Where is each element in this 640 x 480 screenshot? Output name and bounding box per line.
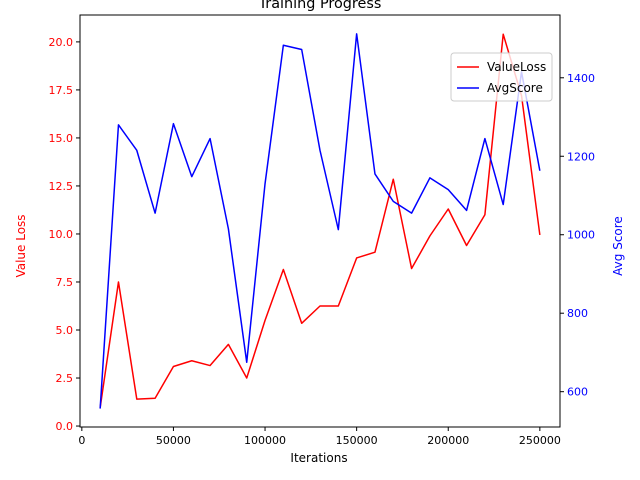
series-line-valueloss — [99, 33, 541, 408]
legend-box — [450, 52, 553, 102]
x-tick-label: 0 — [78, 434, 85, 447]
legend: ValueLoss AvgScore — [450, 52, 553, 102]
y-left-tick-label: 2.5 — [56, 372, 74, 385]
y-right-tick-label: 1000 — [567, 229, 595, 242]
x-tick-label: 150000 — [336, 434, 378, 447]
x-tick-label: 200000 — [427, 434, 469, 447]
y-axis-right-label: Avg Score — [611, 216, 625, 276]
x-axis-label: Iterations — [290, 451, 347, 465]
y-left-tick-label: 5.0 — [56, 324, 74, 337]
series-line-avgscore — [99, 33, 541, 409]
y-left-tick-label: 7.5 — [56, 276, 74, 289]
x-tick-label: 250000 — [519, 434, 561, 447]
x-axis: 0 50000 100000 150000 200000 250000 — [78, 427, 561, 447]
y-axis-left-label: Value Loss — [14, 214, 28, 277]
y-left-tick-label: 17.5 — [49, 84, 74, 97]
x-tick-label: 50000 — [156, 434, 191, 447]
y-left-tick-label: 15.0 — [49, 132, 74, 145]
y-left-tick-label: 20.0 — [49, 36, 74, 49]
y-axis-left: 0.0 2.5 5.0 7.5 10.0 12.5 15.0 17.5 20.0 — [49, 36, 80, 433]
y-left-tick-label: 10.0 — [49, 228, 74, 241]
y-right-tick-label: 1400 — [567, 72, 595, 85]
y-left-tick-label: 0.0 — [56, 420, 74, 433]
y-right-tick-label: 600 — [567, 386, 588, 399]
plot-frame — [79, 14, 561, 428]
series-layer — [99, 33, 541, 409]
chart-title: Training Progress — [258, 0, 382, 12]
legend-label-valueloss: ValueLoss — [487, 60, 546, 74]
x-tick-label: 100000 — [244, 434, 286, 447]
y-left-tick-label: 12.5 — [49, 180, 74, 193]
y-right-tick-label: 1200 — [567, 150, 595, 163]
y-axis-right: 600 800 1000 1200 1400 — [560, 72, 595, 399]
y-right-tick-label: 800 — [567, 307, 588, 320]
legend-label-avgscore: AvgScore — [487, 81, 543, 95]
